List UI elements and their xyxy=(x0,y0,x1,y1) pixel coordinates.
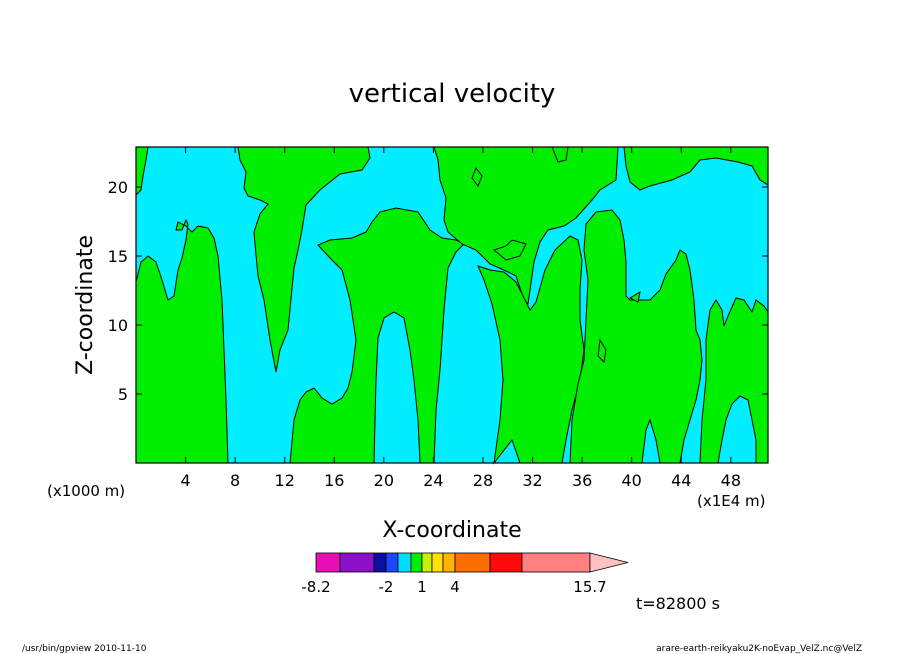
colorbar-swatch xyxy=(431,552,444,573)
colorbar-label: 1 xyxy=(417,578,427,596)
x-tick-label: 8 xyxy=(230,471,240,490)
colorbar-swatch xyxy=(421,552,433,573)
colorbar-label: -2 xyxy=(379,578,394,596)
colorbar-swatch xyxy=(410,552,423,573)
x-unit-right: (x1E4 m) xyxy=(697,492,766,510)
x-tick-label: 12 xyxy=(275,471,295,490)
footer-right: arare-earth-reikyaku2K-noEvap_VelZ.nc@Ve… xyxy=(656,644,862,654)
x-tick-label: 44 xyxy=(671,471,691,490)
x-tick-label: 32 xyxy=(522,471,542,490)
contour-region xyxy=(492,239,527,261)
contour-region xyxy=(628,290,641,303)
y-tick-label: 10 xyxy=(108,316,128,335)
x-tick-label: 40 xyxy=(622,471,642,490)
colorbar-extend-triangle xyxy=(589,552,629,573)
y-tick-label: 5 xyxy=(118,385,128,404)
colorbar-swatch xyxy=(385,552,399,573)
colorbar-swatch xyxy=(315,552,341,573)
contour-region xyxy=(477,235,585,465)
x-tick-label: 4 xyxy=(180,471,190,490)
x-tick-label: 36 xyxy=(572,471,592,490)
positive-velocity-region xyxy=(135,146,769,465)
x-unit-left: (x1000 m) xyxy=(47,482,125,500)
contour-region xyxy=(699,297,769,464)
footer-left: /usr/bin/gpview 2010-11-10 xyxy=(22,644,147,654)
x-tick-label: 48 xyxy=(721,471,741,490)
x-tick-label: 20 xyxy=(374,471,394,490)
x-axis: 4 8 12 16 20 24 28 32 36 40 44 48 xyxy=(180,147,741,490)
contour-region xyxy=(471,166,483,188)
x-tick-label: 24 xyxy=(423,471,443,490)
colorbar-swatch xyxy=(373,552,387,573)
colorbar-label: -8.2 xyxy=(301,578,330,596)
y-tick-label: 15 xyxy=(108,247,128,266)
time-label: t=82800 s xyxy=(636,594,720,613)
colorbar-label: 4 xyxy=(450,578,460,596)
colorbar xyxy=(315,552,629,573)
contour-region xyxy=(135,218,229,464)
colorbar-swatch xyxy=(397,552,412,573)
x-tick-label: 16 xyxy=(324,471,344,490)
y-tick-label: 20 xyxy=(108,178,128,197)
contour-region xyxy=(289,207,465,464)
chart-title: vertical velocity xyxy=(349,79,556,109)
colorbar-swatch xyxy=(442,552,456,573)
y-axis-label: Z-coordinate xyxy=(73,235,98,375)
x-tick-label: 28 xyxy=(473,471,493,490)
contour-region xyxy=(237,146,371,373)
contour-region xyxy=(597,338,607,364)
y-axis: 5 10 15 20 xyxy=(108,178,768,404)
x-axis-label: X-coordinate xyxy=(382,518,521,543)
colorbar-swatch xyxy=(454,552,491,573)
plot-frame xyxy=(135,146,769,464)
contour-region xyxy=(623,146,769,191)
colorbar-label: 15.7 xyxy=(573,578,606,596)
colorbar-swatch xyxy=(489,552,523,573)
colorbar-swatch xyxy=(521,552,591,573)
colorbar-swatch xyxy=(339,552,375,573)
plot-area xyxy=(135,146,769,465)
colorbar-labels: -8.2 -2 1 4 15.7 xyxy=(301,578,606,596)
